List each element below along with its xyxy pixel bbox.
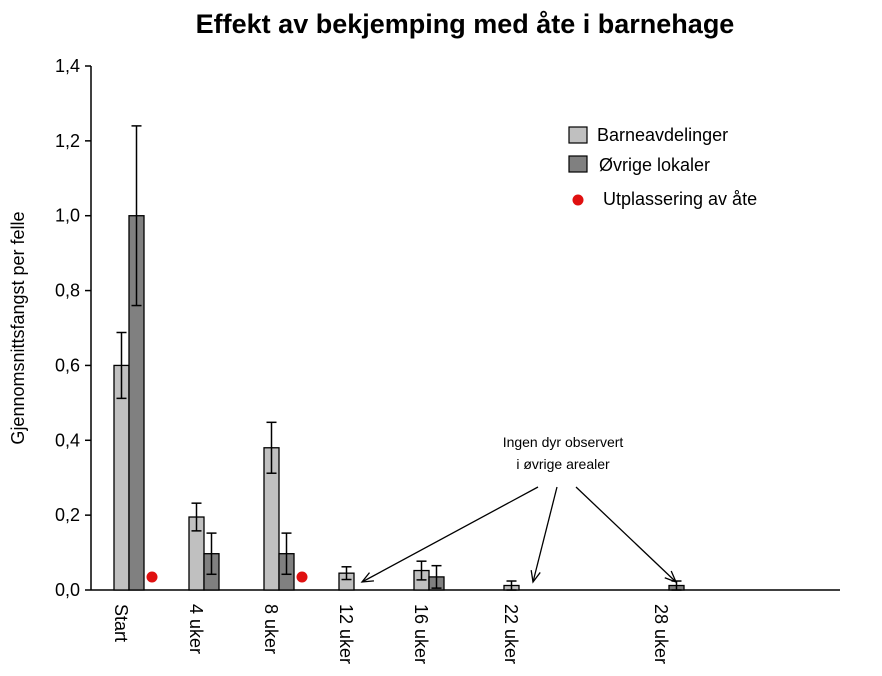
x-tick-label: 8 uker <box>261 604 281 654</box>
annotation-arrow <box>360 486 539 583</box>
annotation-arrow <box>530 486 558 584</box>
error-bar <box>131 125 142 307</box>
annotation-line-1: Ingen dyr observert <box>503 434 624 450</box>
error-bar <box>116 331 127 400</box>
y-tick-label: 0,0 <box>55 580 80 600</box>
y-tick-label: 0,6 <box>55 355 80 375</box>
x-axis: Start 4 uker 8 uker 12 uker 16 uker 22 uker 28… <box>91 589 840 664</box>
y-tick-label: 0,2 <box>55 505 80 525</box>
error-bar <box>341 566 352 581</box>
legend-label-ovrige-lokaler: Øvrige lokaler <box>599 155 710 175</box>
y-tick-label: 1,4 <box>55 56 80 76</box>
x-tick-label: 12 uker <box>336 604 356 664</box>
legend-swatch-ovrige-lokaler <box>568 155 588 173</box>
error-bar <box>281 532 292 576</box>
legend-label-barneavdelinger: Barneavdelinger <box>597 125 728 145</box>
y-tick-label: 1,2 <box>55 131 80 151</box>
annotation-arrow <box>575 486 678 584</box>
legend-swatch-barneavdelinger <box>568 126 588 144</box>
error-bar <box>206 532 217 576</box>
bait-markers <box>146 571 308 583</box>
legend-label-utplassering: Utplassering av åte <box>603 189 757 209</box>
bait-marker <box>296 571 308 583</box>
bar-series-group <box>113 125 685 591</box>
y-axis: 0,0 0,2 0,4 0,6 0,8 1,0 1,2 1,4 <box>55 56 92 600</box>
annotation-line-2: i øvrige arealer <box>516 456 610 472</box>
legend: Barneavdelinger Øvrige lokaler Utplasser… <box>568 125 757 209</box>
chart-title: Effekt av bekjemping med åte i barnehage <box>196 9 735 39</box>
annotation: Ingen dyr observert i øvrige arealer <box>360 434 678 584</box>
x-tick-label: 4 uker <box>186 604 206 654</box>
y-tick-label: 1,0 <box>55 206 80 226</box>
y-tick-label: 0,8 <box>55 281 80 301</box>
legend-swatch-utplassering <box>572 194 584 206</box>
x-tick-label: 28 uker <box>651 604 671 664</box>
error-bar <box>266 421 277 474</box>
x-tick-label: 16 uker <box>411 604 431 664</box>
error-bar <box>506 580 517 591</box>
x-tick-label: 22 uker <box>501 604 521 664</box>
x-tick-label: Start <box>111 604 131 642</box>
y-tick-label: 0,4 <box>55 430 80 450</box>
y-axis-label: Gjennomsnittsfangst per felle <box>8 211 28 444</box>
error-bar <box>416 560 427 581</box>
error-bar <box>191 502 202 532</box>
bait-marker <box>146 571 158 583</box>
error-bar <box>431 564 442 589</box>
